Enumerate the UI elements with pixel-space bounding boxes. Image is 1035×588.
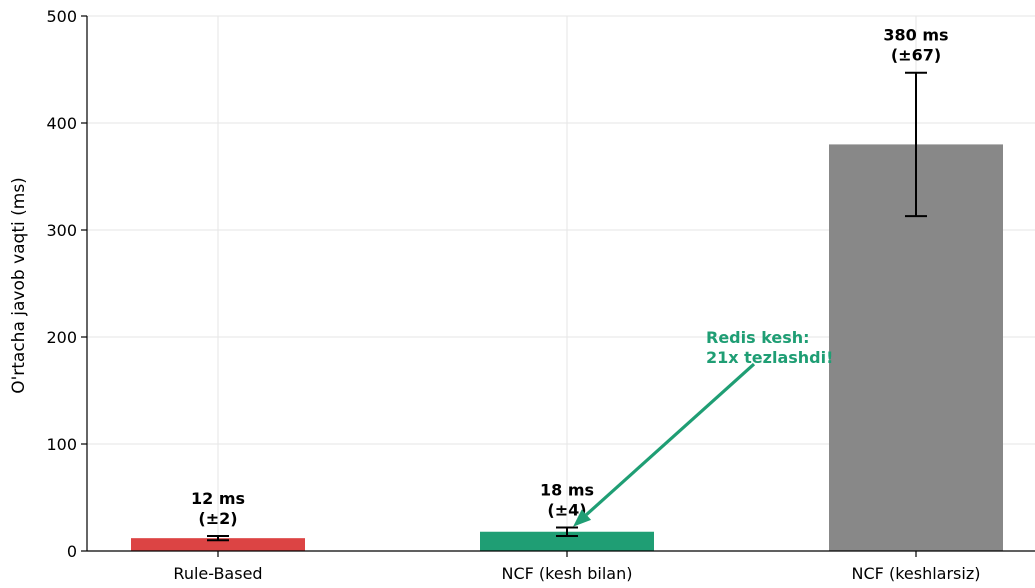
grid-lines: [87, 15, 1035, 551]
y-tick-label: 500: [46, 7, 77, 26]
data-label: (±67): [891, 46, 941, 65]
annotation: Redis kesh:21x tezlashdi!: [573, 328, 833, 527]
annotation-text: 21x tezlashdi!: [706, 348, 833, 367]
data-label: 12 ms: [191, 489, 245, 508]
y-axis-title: O'rtacha javob vaqti (ms): [9, 177, 29, 394]
data-label: 18 ms: [540, 480, 594, 499]
y-tick-label: 400: [46, 114, 77, 133]
y-tick-label: 0: [67, 542, 77, 561]
bar: [480, 531, 654, 551]
error-bars: [207, 71, 927, 542]
data-label: (±2): [198, 509, 237, 528]
annotation-arrow: [585, 362, 756, 516]
y-tick-label: 300: [46, 221, 77, 240]
y-tick-label: 200: [46, 328, 77, 347]
y-tick-label: 100: [46, 435, 77, 454]
data-label: 380 ms: [883, 26, 948, 45]
data-labels: 12 ms(±2) 18 ms(±4) 380 ms(±67): [191, 26, 949, 528]
x-tick-label: NCF (keshlarsiz): [852, 564, 981, 583]
annotation-text: Redis kesh:: [706, 328, 810, 347]
annotation-arrowhead: [573, 509, 592, 527]
x-tick-label: NCF (kesh bilan): [501, 564, 632, 583]
axes: 0 100 200 300 400 500 Rule-Based NCF (kesh bila…: [46, 7, 1035, 583]
data-label: (±4): [547, 500, 586, 519]
bar: [131, 538, 305, 551]
x-tick-label: Rule-Based: [173, 564, 262, 583]
